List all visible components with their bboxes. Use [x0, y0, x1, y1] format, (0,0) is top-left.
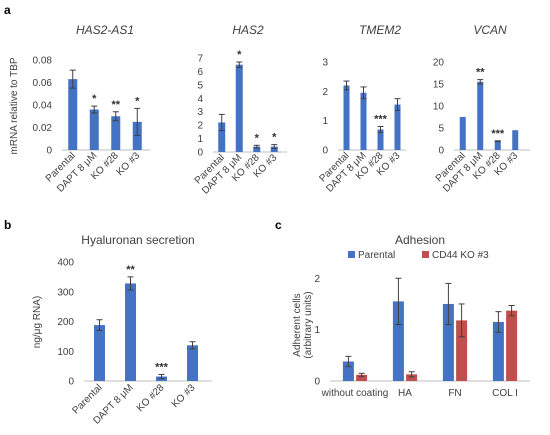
y-tick-label: 7 [197, 54, 203, 65]
chart-title: Adhesion [395, 233, 445, 247]
bar-parental [392, 301, 404, 381]
y-tick-label: 0.04 [33, 101, 53, 112]
legend-swatch [422, 251, 429, 258]
y-tick-label: 6 [197, 67, 203, 78]
significance-mark: *** [491, 128, 505, 140]
y-tick-label: 2 [314, 274, 320, 285]
bar [377, 129, 384, 150]
panel-letter-a: a [4, 3, 11, 17]
y-tick-label: 5 [438, 124, 444, 135]
bar-cd44-ko3 [456, 320, 468, 381]
chart-adhesion: Adhesion 0 1 2 Adherent cells (arbitrary unit… [292, 233, 530, 399]
y-axis-label: ng/μg RNA) [32, 296, 43, 348]
bar [253, 146, 261, 152]
category-label: KO #3 [115, 150, 143, 178]
bar-cd44-ko3 [406, 374, 418, 381]
significance-mark: * [272, 132, 277, 144]
significance-mark: *** [374, 114, 388, 126]
y-tick-label: 1 [197, 134, 203, 145]
bar-parental [342, 361, 354, 381]
y-tick-label: 100 [57, 347, 74, 358]
bar [68, 79, 78, 150]
bar [94, 325, 105, 381]
chart-title: TMEM2 [359, 23, 401, 37]
bar [111, 116, 121, 150]
y-tick-label: 0 [314, 377, 320, 388]
chart-title: VCAN [473, 23, 507, 37]
bar-cd44-ko3 [356, 374, 368, 381]
panel-letter-b: b [4, 218, 11, 232]
chart-has2-as1: HAS2-AS1 0 0.02 0.04 0.06 0.08 mRNA relative t… [9, 23, 150, 195]
y-tick-label: 0.02 [33, 123, 53, 134]
y-tick-label: 3 [197, 107, 203, 118]
chart-title: Hyaluronan secretion [81, 233, 194, 247]
y-tick-label: 20 [433, 58, 445, 69]
bar [89, 109, 99, 150]
y-tick-label: 0 [438, 146, 444, 157]
significance-mark: ** [111, 99, 120, 111]
y-tick-label: 2 [322, 87, 328, 98]
y-tick-label: 2 [197, 121, 203, 132]
significance-mark: *** [155, 361, 169, 373]
y-tick-label: 15 [433, 80, 445, 91]
bar [512, 130, 519, 150]
bar [270, 146, 278, 152]
y-tick-label: 1 [314, 325, 320, 336]
significance-mark: * [92, 93, 97, 105]
bar [343, 85, 350, 150]
legend-label: Parental [358, 250, 395, 261]
legend-swatch [348, 251, 355, 258]
y-tick-label: 3 [322, 58, 328, 69]
category-label: KO #28 [135, 382, 167, 414]
y-tick-label: 4 [197, 94, 203, 105]
y-tick-label: 0 [322, 146, 328, 157]
category-label: KO #3 [170, 382, 198, 410]
bar [235, 64, 243, 152]
y-tick-label: 5 [197, 80, 203, 91]
bar [125, 283, 136, 381]
chart-title: HAS2-AS1 [76, 23, 134, 37]
y-axis-label: Adherent cells [292, 293, 303, 356]
bar [394, 104, 401, 150]
category-label: FN [448, 388, 461, 399]
bar [218, 122, 226, 152]
y-tick-label: 300 [57, 287, 74, 298]
y-axis-label: (arbitrary units) [303, 291, 314, 358]
bar [132, 121, 142, 150]
legend-label: CD44 KO #3 [432, 250, 489, 261]
chart-title: HAS2 [232, 23, 264, 37]
category-label: HA [398, 388, 412, 399]
y-tick-label: 10 [433, 102, 445, 113]
panel-letter-c: c [275, 218, 282, 232]
bar-parental [442, 303, 454, 381]
y-axis-label: mRNA relative to TBP [9, 57, 20, 154]
y-tick-label: 1 [322, 116, 328, 127]
bar-cd44-ko3 [506, 310, 518, 381]
bar [477, 81, 484, 150]
bar [459, 117, 466, 150]
y-tick-label: 0 [197, 148, 203, 159]
category-label: without coating [321, 388, 389, 399]
y-tick-label: 0.06 [33, 78, 53, 89]
y-tick-label: 0 [68, 377, 74, 388]
bar [360, 92, 367, 150]
y-tick-label: 400 [57, 258, 74, 269]
y-tick-label: 200 [57, 317, 74, 328]
bar [187, 345, 198, 381]
chart-hyaluronan-secretion: Hyaluronan secretion 0 100 200 300 400 ng/μg R… [32, 233, 212, 427]
y-tick-label: 0.08 [33, 56, 53, 67]
significance-mark: ** [476, 67, 485, 79]
significance-mark: ** [126, 264, 135, 276]
bar-parental [492, 321, 504, 381]
significance-mark: * [255, 132, 260, 144]
significance-mark: * [135, 95, 140, 107]
bar [494, 141, 501, 150]
category-label: COL I [492, 388, 518, 399]
y-tick-label: 0 [46, 146, 52, 157]
significance-mark: * [237, 49, 242, 61]
